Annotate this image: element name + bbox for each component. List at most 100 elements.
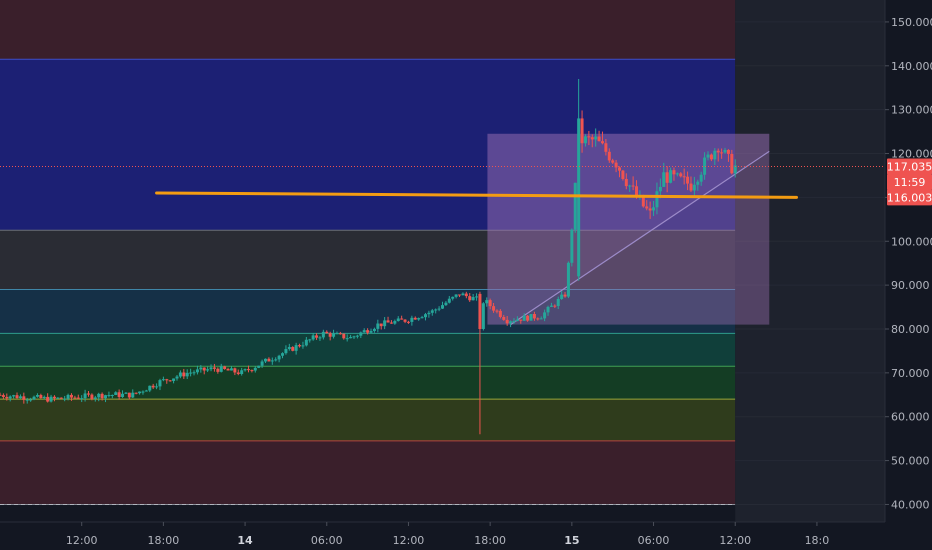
candle-body-59 — [199, 367, 203, 370]
triangle-trendline[interactable] — [510, 150, 770, 326]
candle-body-54 — [182, 372, 186, 377]
horizontal-support-line[interactable] — [155, 191, 798, 199]
candle-body-189 — [641, 195, 645, 207]
candle-body-167 — [566, 262, 570, 297]
candle-body-69 — [233, 368, 237, 373]
candle-body-103 — [349, 337, 353, 339]
price-axis-panel[interactable] — [885, 0, 932, 550]
candle-body-198 — [672, 170, 676, 175]
candle-body-5 — [15, 395, 19, 399]
candle-body-79 — [267, 358, 271, 362]
candle-body-190 — [645, 206, 649, 209]
time-tick-label-0: 12:00 — [66, 534, 98, 547]
time-tick-label-5: 18:00 — [474, 534, 506, 547]
candle-body-155 — [526, 315, 530, 321]
candle-body-124 — [420, 317, 424, 319]
candle-body-162 — [549, 305, 553, 307]
candle-body-119 — [403, 319, 407, 322]
price-band-7 — [0, 440, 736, 505]
candle-body-3 — [8, 396, 12, 399]
candle-body-102 — [345, 338, 349, 340]
candle-body-58 — [195, 369, 199, 373]
candle-body-55 — [185, 372, 189, 377]
candle-body-156 — [529, 313, 533, 321]
candle-body-147 — [498, 310, 502, 317]
candle-body-1 — [1, 395, 5, 397]
price-tag-label-0: 117.035 — [887, 161, 932, 174]
candle-body-166 — [563, 294, 567, 297]
candle-body-146 — [495, 310, 499, 312]
price-bands — [0, 0, 736, 505]
price-tag-0 — [887, 158, 932, 175]
candle-body-56 — [189, 372, 193, 374]
candle-body-28 — [93, 397, 97, 399]
candle-body-179 — [607, 151, 611, 161]
price-tick-label-10: 50.000 — [891, 455, 930, 468]
candle-body-40 — [134, 392, 138, 394]
price-tick-label-1: 140.000 — [891, 60, 932, 73]
time-axis-panel[interactable] — [0, 522, 932, 550]
candle-body-131 — [444, 302, 448, 306]
candle-body-150 — [509, 321, 513, 324]
candle-body-75 — [253, 367, 257, 371]
candle-body-25 — [83, 393, 87, 399]
candle-body-51 — [172, 378, 176, 381]
candle-body-176 — [597, 136, 601, 142]
candle-body-29 — [97, 393, 101, 398]
candles — [0, 78, 737, 435]
candle-body-61 — [206, 369, 210, 371]
candle-body-87 — [294, 345, 298, 351]
candle-body-98 — [332, 333, 336, 337]
candle-body-213 — [723, 149, 727, 153]
candle-body-168 — [570, 229, 574, 263]
candle-body-22 — [73, 397, 77, 399]
candle-body-175 — [594, 136, 598, 140]
candle-body-171 — [580, 118, 584, 144]
candle-body-142 — [481, 303, 485, 329]
candle-body-196 — [665, 172, 669, 183]
price-band-0 — [0, 0, 736, 60]
candle-body-122 — [413, 317, 417, 320]
candle-body-134 — [454, 294, 458, 297]
candle-body-20 — [66, 394, 70, 399]
drawings[interactable] — [487, 133, 770, 326]
candle-body-74 — [250, 370, 254, 372]
candle-body-30 — [100, 393, 104, 399]
candle-body-16 — [52, 396, 56, 399]
candle-body-12 — [39, 395, 43, 399]
candle-body-112 — [379, 323, 383, 327]
price-tag-label-2: 116.003 — [887, 191, 932, 204]
candle-body-153 — [519, 319, 523, 321]
candle-body-154 — [522, 315, 526, 321]
candle-body-46 — [155, 386, 159, 388]
candle-body-183 — [621, 170, 625, 179]
candle-body-206 — [699, 174, 703, 182]
candle-body-26 — [87, 393, 90, 395]
candle-body-172 — [583, 136, 587, 144]
candle-body-186 — [631, 185, 635, 187]
candle-body-197 — [669, 170, 673, 183]
candle-body-203 — [689, 183, 693, 191]
candle-body-27 — [90, 394, 94, 399]
candle-body-63 — [212, 367, 216, 369]
candle-body-133 — [451, 296, 455, 299]
candle-body-207 — [703, 157, 707, 175]
candle-body-7 — [22, 396, 26, 400]
candle-body-104 — [352, 336, 356, 338]
candle-body-120 — [406, 321, 410, 323]
price-tag-2 — [887, 189, 932, 206]
candle-body-52 — [175, 376, 179, 379]
time-tick-label-3: 06:00 — [311, 534, 343, 547]
candle-body-43 — [144, 390, 148, 392]
candle-body-204 — [692, 184, 696, 191]
candle-body-117 — [396, 318, 400, 322]
candle-body-35 — [117, 392, 121, 397]
candle-body-128 — [434, 309, 438, 311]
triangle-pattern-box[interactable] — [487, 133, 770, 325]
candle-body-72 — [243, 369, 247, 371]
candle-body-78 — [264, 358, 267, 362]
candle-body-132 — [447, 298, 451, 303]
candle-body-37 — [124, 392, 128, 394]
